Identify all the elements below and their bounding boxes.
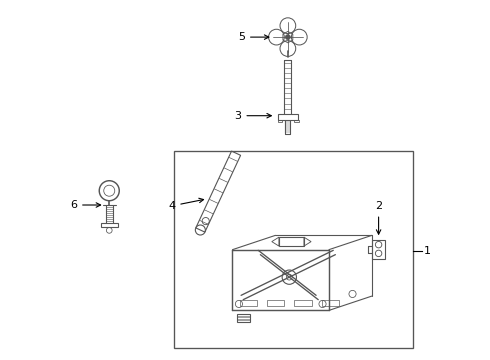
Text: 2: 2	[375, 202, 382, 234]
Text: 4: 4	[168, 198, 203, 211]
Text: 3: 3	[234, 111, 271, 121]
Circle shape	[285, 35, 291, 40]
Text: 6: 6	[70, 200, 100, 210]
Text: 1: 1	[424, 246, 431, 256]
Text: 5: 5	[238, 32, 269, 42]
